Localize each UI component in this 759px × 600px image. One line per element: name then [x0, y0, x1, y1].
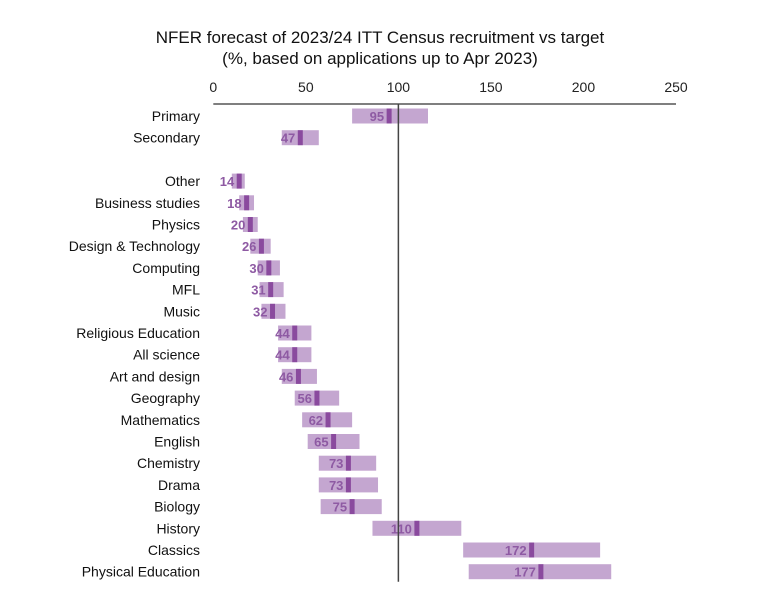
data-label: 44	[275, 326, 290, 341]
category-label: Chemistry	[137, 455, 200, 471]
estimate-marker	[244, 195, 250, 211]
estimate-marker	[529, 542, 535, 558]
category-label: History	[156, 520, 200, 536]
category-label: Design & Technology	[69, 238, 200, 254]
estimate-marker	[266, 260, 272, 276]
estimate-marker	[295, 368, 301, 384]
category-label: Drama	[158, 477, 200, 493]
category-label: Religious Education	[76, 325, 200, 341]
x-axis: 0 50 100 150 200 250	[209, 79, 688, 105]
data-label: 172	[505, 543, 527, 558]
category-label: Classics	[148, 542, 200, 558]
bar-group: Physics 20	[152, 217, 258, 233]
estimate-marker	[297, 130, 303, 146]
bar-group: English 65	[154, 434, 360, 450]
bar-group: Music 32	[163, 303, 286, 319]
bar-group: MFL 31	[172, 282, 284, 298]
estimate-marker	[236, 173, 242, 189]
estimate-marker	[331, 434, 337, 449]
x-tick-label: 150	[479, 79, 503, 95]
data-label: 32	[253, 304, 267, 319]
bar-group: History 110	[156, 520, 462, 536]
data-label: 46	[279, 369, 293, 384]
estimate-marker	[325, 412, 331, 428]
estimate-marker	[292, 347, 298, 363]
x-tick-label: 0	[209, 79, 217, 95]
data-label: 14	[220, 174, 235, 189]
category-label: Business studies	[95, 195, 200, 211]
category-label: MFL	[172, 282, 200, 298]
data-label: 56	[297, 391, 311, 406]
category-label: Mathematics	[121, 412, 200, 428]
estimate-marker	[345, 455, 351, 471]
data-label: 65	[314, 435, 328, 450]
category-label: Music	[163, 303, 200, 319]
bar-group: Classics 172	[148, 542, 601, 558]
estimate-marker	[414, 520, 420, 536]
estimate-marker	[349, 499, 355, 515]
estimate-marker	[270, 303, 276, 319]
data-label: 75	[333, 500, 347, 515]
bar-group: Computing 30	[132, 260, 280, 276]
plot-area: Primary 95 Secondary 47 Other 14 Business stud…	[69, 104, 612, 582]
bar-group: Other 14	[165, 173, 245, 189]
x-tick-label: 200	[572, 79, 596, 95]
x-tick-label: 250	[664, 79, 688, 95]
estimate-marker	[386, 108, 392, 124]
estimate-marker	[314, 390, 320, 406]
estimate-marker	[345, 477, 351, 493]
estimate-marker	[292, 325, 298, 341]
bar-group: Geography 56	[131, 390, 340, 406]
estimate-marker	[268, 282, 274, 298]
data-label: 95	[370, 109, 384, 124]
data-label: 18	[227, 196, 241, 211]
data-label: 73	[329, 456, 343, 471]
data-label: 26	[242, 239, 256, 254]
category-label: All science	[133, 347, 200, 363]
bar-group: Art and design 46	[110, 368, 317, 384]
data-label: 44	[275, 348, 290, 363]
data-label: 110	[391, 521, 412, 536]
category-label: Computing	[132, 260, 200, 276]
bar-group: Mathematics 62	[121, 412, 353, 428]
x-tick-label: 100	[387, 79, 411, 95]
data-label: 31	[251, 283, 265, 298]
data-label: 177	[514, 565, 536, 580]
chart-title: NFER forecast of 2023/24 ITT Census recr…	[156, 28, 605, 47]
data-label: 62	[309, 413, 323, 428]
bar-group: Secondary 47	[133, 130, 319, 146]
category-label: Other	[165, 173, 200, 189]
bar-group: All science 44	[133, 347, 312, 363]
chart-subtitle: (%, based on applications up to Apr 2023…	[222, 49, 538, 68]
category-label: Physics	[152, 217, 200, 233]
data-label: 47	[281, 131, 295, 146]
bar-group: Chemistry 73	[137, 455, 377, 471]
estimate-marker	[247, 217, 253, 232]
category-label: Physical Education	[82, 564, 200, 580]
category-label: English	[154, 434, 200, 450]
bar-group: Design & Technology 26	[69, 238, 271, 254]
category-label: Geography	[131, 390, 200, 406]
data-label: 73	[329, 478, 343, 493]
bar-group: Religious Education 44	[76, 325, 312, 341]
estimate-marker	[538, 564, 544, 580]
estimate-marker	[258, 238, 264, 254]
bar-group: Primary 95	[152, 108, 428, 124]
category-label: Biology	[154, 499, 200, 515]
data-label: 20	[231, 218, 245, 233]
category-label: Primary	[152, 108, 200, 124]
category-label: Art and design	[110, 368, 200, 384]
bar-group: Physical Education 177	[82, 564, 612, 580]
bar-group: Biology 75	[154, 499, 382, 515]
bar-group: Business studies 18	[95, 195, 255, 211]
category-label: Secondary	[133, 130, 200, 146]
x-tick-label: 50	[298, 79, 314, 95]
bar-group: Drama 73	[158, 477, 379, 493]
data-label: 30	[249, 261, 263, 276]
